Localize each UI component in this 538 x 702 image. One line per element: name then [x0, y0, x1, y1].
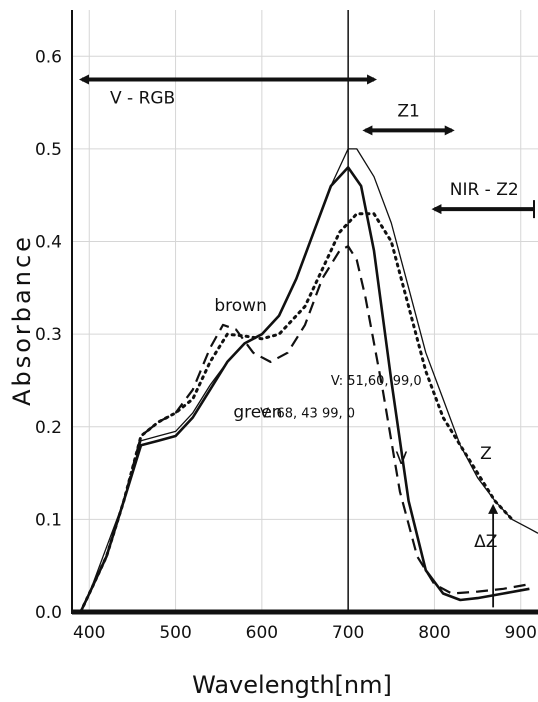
- x-tick-label: 500: [159, 623, 191, 643]
- range-label: V - RGB: [110, 88, 175, 108]
- x-tick-label: 600: [246, 623, 278, 643]
- series-v: [79, 166, 530, 613]
- y-tick-label: 0.6: [35, 47, 62, 67]
- annotation-label: V: 68, 43 99, 0: [260, 407, 355, 422]
- y-tick-label: 0.2: [35, 418, 62, 438]
- y-axis-title: Absorbance: [8, 234, 36, 406]
- x-tick-label: 800: [418, 623, 450, 643]
- axes: [71, 10, 538, 615]
- x-tick-label: 900: [505, 623, 537, 643]
- data-series: [79, 148, 538, 614]
- annotation-label: Z: [480, 444, 492, 464]
- annotation-label: ΔZ: [474, 532, 497, 552]
- range-label: NIR - Z2: [450, 180, 519, 200]
- annotation-label: V: [396, 449, 408, 469]
- tick-labels: 400 500 600 700 800 900 0.0 0.1 0.2 0.3 0.4 0.5 0.6: [35, 47, 537, 643]
- series-z: [80, 148, 538, 613]
- range-label: Z1: [397, 101, 419, 121]
- y-tick-label: 0.3: [35, 325, 62, 345]
- range-arrows: V - RGB Z1 NIR - Z2: [79, 74, 535, 219]
- y-tick-label: 0.1: [35, 510, 62, 530]
- annotation-label: green: [233, 403, 282, 423]
- annotation-label: V: 51,60, 99,0: [331, 374, 422, 389]
- y-tick-label: 0.5: [35, 140, 62, 160]
- gridlines: [72, 10, 538, 613]
- annotation-label: brown: [214, 296, 267, 316]
- y-tick-label: 0.4: [35, 233, 62, 253]
- x-tick-label: 700: [332, 623, 364, 643]
- x-axis-title: Wavelength[nm]: [192, 671, 392, 699]
- x-tick-label: 400: [73, 623, 105, 643]
- series-green: [79, 212, 514, 614]
- y-tick-label: 0.0: [35, 603, 62, 623]
